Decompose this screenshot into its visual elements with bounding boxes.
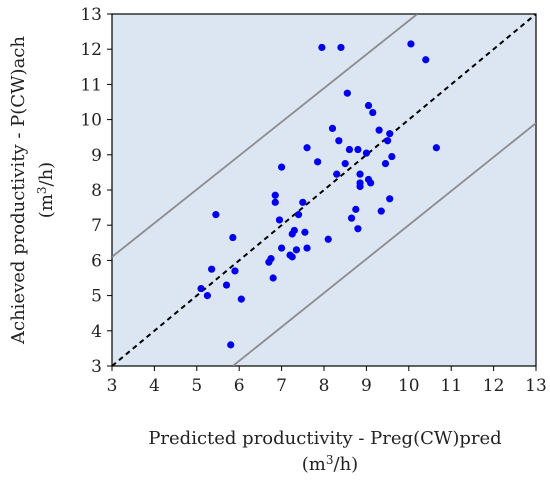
y-tick-label: 8 — [91, 181, 102, 201]
data-point — [354, 145, 362, 154]
data-point — [381, 160, 390, 168]
data-point — [432, 144, 440, 152]
data-point — [324, 235, 332, 243]
x-tick-label: 7 — [276, 376, 287, 396]
x-axis-title: Predicted productivity - Preg(CW)pred — [148, 428, 501, 449]
data-point — [407, 40, 415, 48]
data-point — [318, 43, 326, 52]
y-tick-label: 3 — [91, 357, 102, 377]
y-tick-label: 4 — [91, 322, 102, 342]
x-tick-label: 10 — [398, 376, 420, 396]
data-point — [222, 281, 231, 289]
data-point — [301, 228, 309, 236]
data-point — [303, 144, 311, 152]
x-axis-unit: (m3/h) — [302, 453, 358, 475]
data-point — [303, 244, 311, 252]
data-point — [341, 160, 349, 168]
data-point — [352, 205, 360, 213]
x-tick-label: 13 — [525, 376, 547, 396]
data-point — [203, 292, 211, 300]
data-point — [294, 211, 303, 219]
x-tick-label: 8 — [319, 376, 330, 396]
data-point — [356, 170, 364, 178]
data-point — [227, 341, 235, 349]
data-point — [299, 198, 307, 206]
y-tick-label: 12 — [80, 40, 102, 60]
y-axis-unit: (m3/h) — [35, 162, 57, 218]
data-point — [356, 182, 364, 191]
x-tick-label: 6 — [234, 376, 245, 396]
y-tick-label: 7 — [91, 216, 102, 236]
data-point — [275, 216, 284, 224]
x-tick-label: 5 — [191, 376, 202, 396]
data-point — [343, 89, 351, 97]
identity-line — [112, 14, 536, 366]
y-tick-label: 5 — [91, 287, 102, 307]
data-point — [288, 253, 296, 261]
data-point — [229, 233, 237, 242]
x-tick-label: 4 — [149, 376, 160, 396]
data-point — [367, 179, 375, 187]
data-point — [362, 149, 370, 157]
y-tick-label: 6 — [91, 251, 102, 271]
lower-bound-line — [232, 122, 536, 366]
data-point — [384, 137, 392, 145]
data-point — [197, 284, 205, 293]
data-point — [292, 246, 301, 254]
x-tick-label: 12 — [483, 376, 505, 396]
data-point — [364, 101, 373, 110]
data-point — [354, 225, 362, 233]
data-point — [337, 43, 345, 52]
data-point — [347, 214, 356, 222]
data-point — [271, 198, 279, 206]
data-point — [328, 124, 337, 132]
data-point — [269, 274, 277, 282]
data-point — [422, 56, 430, 64]
x-tick-label: 11 — [440, 376, 462, 396]
data-point — [377, 207, 385, 215]
data-point — [271, 191, 279, 199]
data-point — [388, 152, 396, 161]
data-point — [278, 163, 286, 171]
data-point — [369, 108, 377, 117]
y-tick-label: 9 — [91, 146, 102, 166]
data-point — [290, 226, 298, 235]
data-point — [335, 137, 343, 145]
x-tick-label: 3 — [107, 376, 118, 396]
data-point — [237, 295, 245, 303]
upper-bound-line — [112, 14, 418, 258]
data-point — [212, 211, 220, 219]
data-point — [386, 130, 394, 138]
y-axis-title: Achieved productivity - P(CW)ach — [8, 36, 29, 345]
data-point — [386, 195, 394, 203]
x-tick-label: 9 — [361, 376, 372, 396]
data-point — [278, 244, 286, 252]
data-point — [267, 255, 275, 263]
data-point — [208, 265, 216, 273]
y-tick-label: 11 — [80, 75, 102, 95]
y-tick-label: 10 — [80, 111, 102, 131]
data-point — [314, 158, 322, 166]
data-point — [231, 267, 239, 275]
y-tick-label: 13 — [80, 5, 102, 25]
data-point — [375, 126, 383, 134]
data-point — [333, 170, 341, 178]
data-point — [345, 145, 354, 154]
